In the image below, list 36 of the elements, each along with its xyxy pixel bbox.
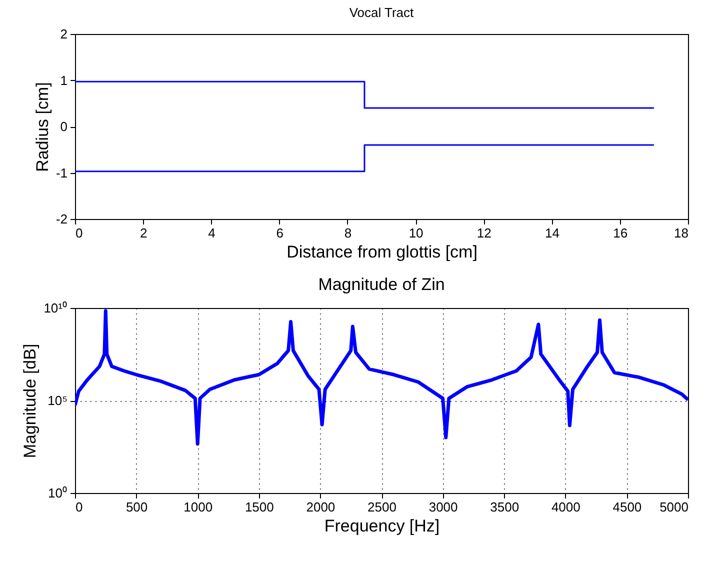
chart-title: Vocal Tract: [349, 5, 414, 20]
x-tick-label: 500: [126, 500, 148, 514]
y-tick-label: 10¹⁰: [44, 300, 68, 316]
x-tick-label: 3000: [428, 500, 458, 514]
y-tick-label: 0: [60, 119, 68, 134]
chart-title: Magnitude of Zin: [318, 275, 445, 294]
y-axis-title: Magnitude [dB]: [20, 344, 40, 458]
x-tick-label: 4500: [612, 500, 642, 514]
y-tick-label: 2: [60, 26, 68, 42]
y-tick-label: -2: [56, 212, 68, 226]
x-tick-label: 6: [276, 226, 284, 240]
x-axis-title: Distance from glottis [cm]: [286, 242, 478, 262]
x-tick-label: 10: [408, 226, 424, 240]
x-tick-label: 2: [140, 226, 148, 240]
x-tick-label: 2500: [368, 500, 396, 514]
x-axis-title: Frequency [Hz]: [324, 516, 440, 536]
x-tick-label: 8: [344, 226, 352, 240]
y-axis-title: Radius [cm]: [32, 82, 52, 172]
y-tick-label: 10⁰: [48, 486, 68, 500]
x-tick-label: 16: [613, 226, 628, 240]
x-tick-label: 14: [545, 226, 560, 240]
y-tick-label: -1: [56, 165, 68, 180]
line-series: [75, 309, 688, 446]
x-tick-label: 3500: [490, 500, 520, 514]
x-tick-label: 0: [76, 226, 83, 240]
x-tick-label: 1000: [184, 500, 213, 514]
x-tick-label: 2000: [306, 500, 336, 514]
x-tick-label: 1500: [244, 500, 274, 514]
x-tick-label: 5000: [660, 500, 688, 514]
x-tick-label: 12: [476, 226, 492, 240]
y-tick-label: 1: [60, 72, 68, 88]
x-tick-label: 0: [76, 500, 83, 514]
x-tick-label: 4000: [551, 500, 580, 514]
x-tick-label: 18: [674, 226, 688, 240]
x-tick-label: 4: [208, 226, 216, 240]
y-tick-label: 10⁵: [48, 393, 68, 408]
